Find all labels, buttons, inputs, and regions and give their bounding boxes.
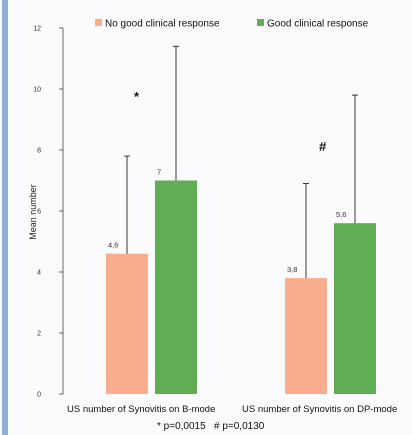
x-category-label: US number of Synovitis on B-mode [67, 404, 215, 415]
legend-label: No good clinical response [105, 19, 220, 30]
bars: 4,6 7 3,8 5,6 * # [106, 45, 376, 394]
y-tick-label: 10 [33, 87, 41, 94]
y-axis-title: Mean number [28, 184, 38, 240]
legend-swatch [95, 19, 102, 26]
bar [106, 253, 148, 394]
bar [334, 223, 376, 394]
y-tick-label: 0 [37, 392, 41, 399]
data-label: 7 [157, 168, 161, 177]
legend: No good clinical response Good clinical r… [95, 19, 369, 30]
y-tick-label: 8 [37, 148, 41, 155]
y-tick-label: 12 [33, 26, 41, 33]
y-tick-label: 4 [37, 270, 41, 277]
x-category-label: US number of Synovitis on DP-mode [242, 404, 397, 415]
y-tick-label: 6 [37, 209, 41, 216]
data-label: 4,6 [108, 241, 118, 250]
footnote: * p=0,0015 # p=0,0130 [157, 421, 265, 432]
category-labels: US number of Synovitis on B-mode US numbe… [67, 404, 397, 415]
data-label: 3,8 [287, 265, 297, 274]
bar [285, 278, 327, 394]
data-label: 5,6 [336, 210, 346, 219]
y-axis: 0 2 4 6 8 10 12 [33, 26, 64, 399]
legend-label: Good clinical response [267, 19, 369, 30]
significance-marker: # [319, 139, 327, 154]
bar [155, 180, 197, 394]
legend-swatch [257, 19, 264, 26]
y-tick-label: 2 [37, 331, 41, 338]
panel-border [2, 0, 8, 435]
significance-marker: * [134, 89, 140, 104]
